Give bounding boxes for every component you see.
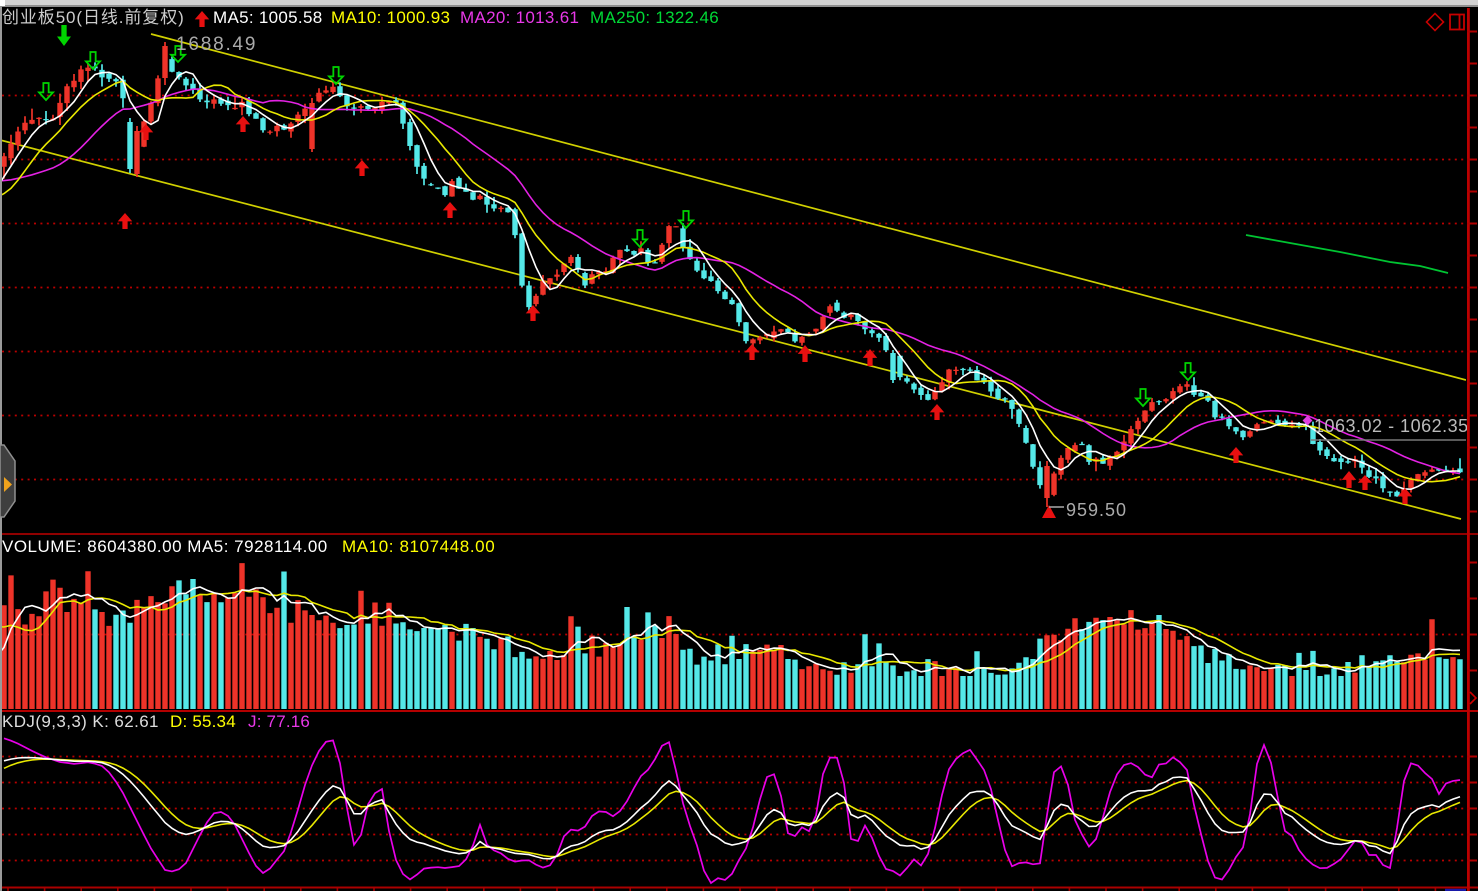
- svg-text:MA5: 1005.58: MA5: 1005.58: [213, 8, 322, 27]
- svg-text:KDJ(9,3,3) K: 62.61: KDJ(9,3,3) K: 62.61: [2, 712, 159, 731]
- svg-text:J: 77.16: J: 77.16: [248, 712, 310, 731]
- svg-text:VOLUME: 8604380.00 MA5: 79281: VOLUME: 8604380.00 MA5: 7928114.00: [2, 537, 328, 556]
- svg-text:MA250: 1322.46: MA250: 1322.46: [590, 8, 719, 27]
- svg-text:创业板50(日线.前复权): 创业板50(日线.前复权): [2, 8, 185, 27]
- svg-text:959.50: 959.50: [1066, 500, 1127, 520]
- svg-text:MA20: 1013.61: MA20: 1013.61: [460, 8, 579, 27]
- svg-text:1688.49: 1688.49: [176, 34, 257, 55]
- svg-text:MA10: 8107448.00: MA10: 8107448.00: [342, 537, 495, 556]
- svg-text:MA10: 1000.93: MA10: 1000.93: [331, 8, 450, 27]
- svg-text:1063.02 - 1062.35: 1063.02 - 1062.35: [1314, 416, 1469, 436]
- svg-text:D: 55.34: D: 55.34: [170, 712, 236, 731]
